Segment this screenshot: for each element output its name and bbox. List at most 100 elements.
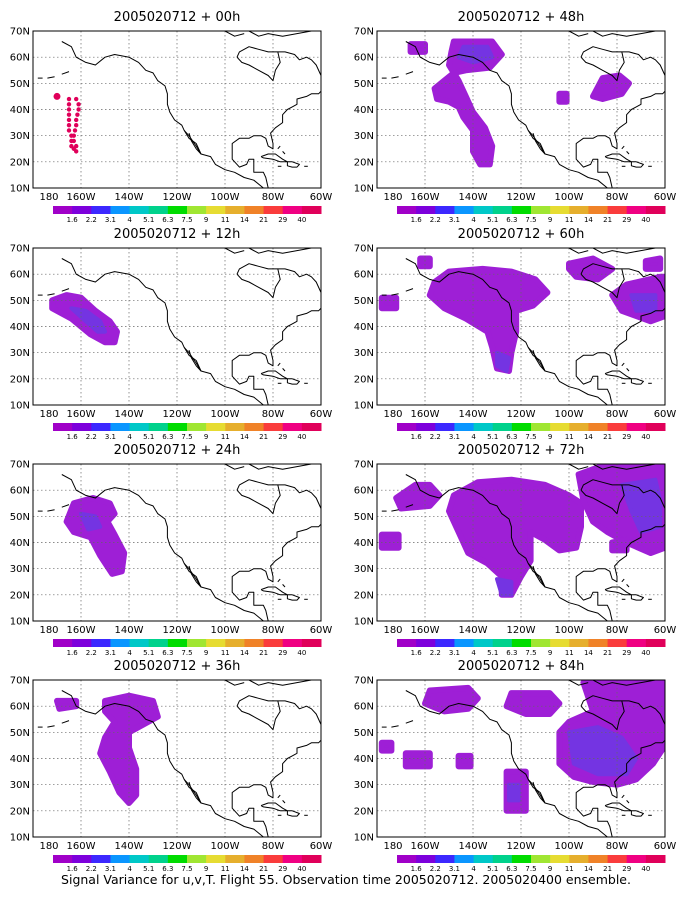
longitude-label: 80W	[262, 192, 285, 203]
coastline	[277, 51, 321, 76]
latitude-label: 20N	[10, 157, 30, 168]
colorbar-swatch	[550, 855, 570, 863]
observation-point	[76, 107, 81, 112]
coastline	[286, 810, 300, 817]
colorbar-label: 4	[127, 865, 132, 873]
colorbar-swatch	[129, 855, 150, 863]
colorbar-swatch	[129, 423, 150, 431]
colorbar-swatch	[626, 423, 647, 431]
coastline	[248, 464, 312, 470]
latitude-label: 20N	[354, 590, 374, 601]
latitude-label: 40N	[10, 322, 30, 333]
colorbar-label: 4	[127, 216, 132, 224]
colorbar-swatch	[129, 206, 150, 214]
map-panel: 2005020712 + 84h 70N 60N 50N 40N 30N 20N 10N 180…	[354, 659, 677, 873]
colorbar-swatch	[454, 423, 475, 431]
latitude-label: 70N	[10, 27, 30, 38]
latitude-label: 60N	[354, 270, 374, 281]
coastline	[282, 800, 286, 804]
colorbar-swatch	[301, 639, 322, 647]
latitude-label: 70N	[354, 460, 374, 471]
observation-point	[66, 128, 72, 133]
colorbar-label: 11	[565, 433, 574, 441]
latitude-label: 30N	[354, 131, 374, 142]
latitude-label: 50N	[354, 79, 374, 90]
longitude-label: 120W	[507, 192, 536, 203]
colorbar-label: 29	[278, 865, 287, 873]
colorbar-label: 11	[221, 216, 230, 224]
map-panel: 2005020712 + 36h 70N 60N 50N 40N 30N 20N 10N 180…	[10, 659, 333, 873]
longitude-label: 180	[39, 625, 58, 636]
variance-region	[566, 255, 616, 283]
panel-title: 2005020712 + 84h	[458, 659, 585, 674]
map-panel: 2005020712 + 60h 70N 60N 50N 40N 30N 20N 10N 180…	[354, 227, 677, 441]
latitude-label: 50N	[10, 296, 30, 307]
coastline	[527, 130, 546, 155]
colorbar-label: 9	[204, 649, 208, 657]
colorbar-label: 4	[471, 865, 476, 873]
colorbar-swatch	[263, 206, 284, 214]
colorbar-label: 2.2	[86, 216, 97, 224]
variance-region	[590, 72, 632, 102]
coastline	[592, 248, 656, 254]
colorbar-swatch	[263, 639, 284, 647]
coastline	[260, 370, 288, 380]
coastline	[61, 690, 321, 837]
colorbar-label: 3.1	[105, 649, 116, 657]
colorbar-label: 5.1	[487, 865, 498, 873]
coastline	[391, 725, 399, 728]
coastline	[568, 464, 589, 470]
colorbar-swatch	[225, 206, 245, 214]
observation-point	[66, 102, 72, 107]
colorbar-swatch	[397, 206, 417, 214]
observation-point	[66, 96, 72, 102]
panel-title: 2005020712 + 24h	[114, 443, 241, 458]
variance-core	[495, 350, 511, 373]
coastline	[260, 802, 288, 812]
latitude-label: 60N	[10, 702, 30, 713]
colorbar-label: 3.1	[105, 865, 116, 873]
colorbar-label: 3.1	[449, 433, 460, 441]
longitude-label: 140W	[459, 409, 488, 420]
colorbar-label: 29	[622, 433, 631, 441]
longitude-label: 180	[383, 841, 402, 852]
latitude-label: 60N	[354, 53, 374, 64]
colorbar-swatch	[588, 639, 609, 647]
colorbar-label: 11	[221, 865, 230, 873]
longitude-label: 60W	[654, 409, 677, 420]
colorbar-label: 14	[584, 433, 593, 441]
colorbar-label: 40	[297, 649, 306, 657]
latitude-label: 50N	[10, 79, 30, 90]
latitude-label: 20N	[10, 374, 30, 385]
latitude-label: 70N	[354, 676, 374, 687]
colorbar-label: 9	[204, 433, 208, 441]
latitude-label: 40N	[354, 754, 374, 765]
colorbar-label: 40	[641, 649, 650, 657]
colorbar-swatch	[187, 206, 207, 214]
colorbar-swatch	[148, 639, 169, 647]
longitude-label: 60W	[310, 841, 333, 852]
observation-point	[66, 117, 72, 123]
coastline	[248, 31, 312, 37]
coastline	[391, 293, 399, 296]
longitude-label: 60W	[310, 192, 333, 203]
latitude-label: 10N	[354, 833, 374, 844]
colorbar-swatch	[244, 206, 265, 214]
coastline	[224, 680, 245, 686]
coastline	[391, 76, 399, 79]
colorbar-swatch	[206, 639, 226, 647]
coastline	[592, 464, 656, 470]
coastline	[604, 802, 632, 812]
colorbar-swatch	[206, 206, 226, 214]
colorbar-label: 11	[565, 649, 574, 657]
longitude-label: 100W	[211, 625, 240, 636]
coastline	[47, 76, 55, 79]
colorbar-swatch	[645, 855, 666, 863]
coastline	[626, 368, 630, 372]
colorbar-label: 14	[584, 865, 593, 873]
longitude-label: 100W	[211, 409, 240, 420]
coastline	[61, 288, 70, 292]
coastline	[621, 268, 665, 293]
colorbar-swatch	[91, 206, 111, 214]
coastline	[183, 347, 202, 372]
